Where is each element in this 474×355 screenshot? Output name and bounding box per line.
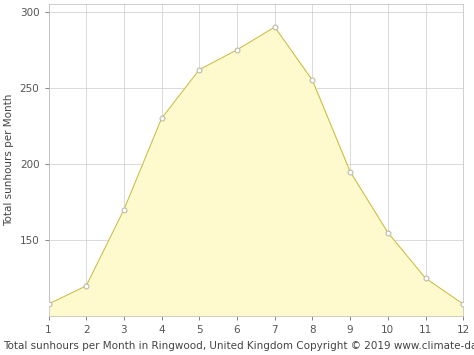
Y-axis label: Total sunhours per Month: Total sunhours per Month: [4, 94, 14, 226]
X-axis label: Total sunhours per Month in Ringwood, United Kingdom Copyright © 2019 www.climat: Total sunhours per Month in Ringwood, Un…: [3, 341, 474, 351]
